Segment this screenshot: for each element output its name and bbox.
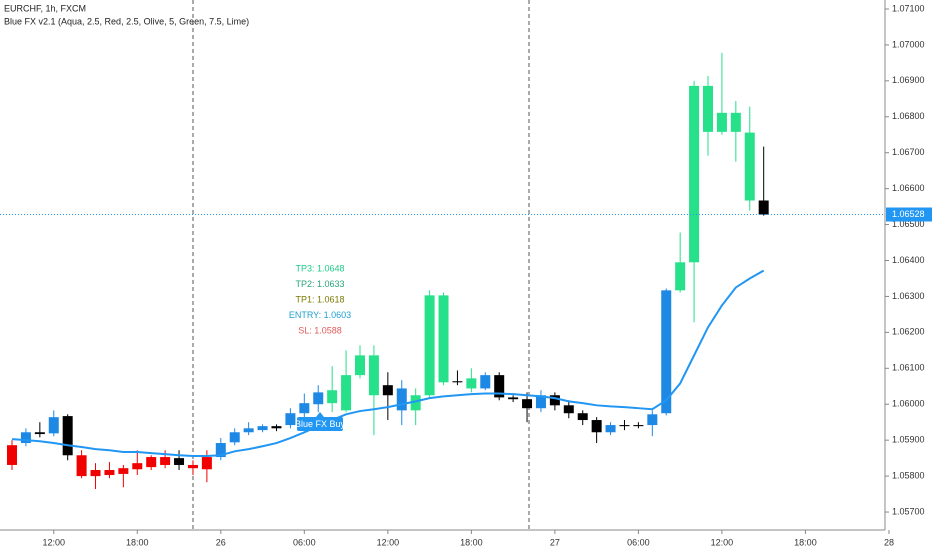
candle-body: [271, 426, 282, 429]
indicator-line: [11, 269, 765, 457]
candle-body: [605, 425, 616, 433]
buy-label-pointer: [316, 412, 324, 417]
candle-body: [689, 85, 700, 263]
x-tick-label: 12:00: [711, 537, 734, 547]
candle-body: [341, 375, 352, 411]
candle-body: [160, 457, 171, 465]
candle-body: [535, 395, 546, 409]
candle-body: [730, 112, 741, 132]
candle-body: [76, 455, 87, 477]
buy-label: Blue FX Buy: [295, 419, 346, 429]
candle-body: [633, 425, 644, 427]
x-tick-label: 06:00: [627, 537, 650, 547]
candle-body: [410, 395, 421, 411]
candle-body: [355, 355, 365, 376]
x-tick-label: 27: [550, 537, 560, 547]
indicator-label: Blue FX v2.1 (Aqua, 2.5, Red, 2.5, Olive…: [4, 16, 249, 26]
y-tick-label: 1.06500: [892, 219, 925, 229]
candle-body: [243, 428, 254, 433]
x-tick-label: 28: [884, 537, 894, 547]
candle-body: [7, 445, 17, 465]
candle-body: [619, 425, 630, 427]
candle-body: [522, 399, 533, 409]
y-tick-label: 1.06700: [892, 147, 925, 157]
x-tick-label: 12:00: [377, 537, 400, 547]
candle-body: [549, 395, 560, 406]
candle-body: [438, 295, 449, 383]
candle-body: [577, 413, 588, 421]
candle-body: [327, 390, 338, 404]
candle-body: [313, 392, 324, 405]
candle-body: [508, 397, 519, 400]
candle-body: [104, 469, 115, 476]
x-tick-label: 06:00: [293, 537, 316, 547]
candle-body: [90, 469, 101, 477]
candle-body: [758, 200, 769, 215]
candle-body: [20, 432, 31, 444]
x-tick-label: 18:00: [126, 537, 149, 547]
candle-body: [703, 85, 713, 132]
candle-body: [299, 403, 310, 414]
candle-body: [174, 458, 185, 465]
y-tick-label: 1.05900: [892, 435, 925, 445]
y-tick-label: 1.07000: [892, 39, 925, 49]
chart-title: EURCHF, 1h, FXCM: [4, 3, 86, 13]
last-price-box: [886, 207, 932, 222]
last-price-label: 1.06528: [892, 209, 925, 219]
y-tick-label: 1.06800: [892, 111, 925, 121]
candle-body: [382, 385, 393, 396]
y-tick-label: 1.06000: [892, 399, 925, 409]
candle-body: [201, 457, 212, 470]
x-tick-label: 18:00: [794, 537, 817, 547]
candle-body: [452, 381, 463, 383]
candle-body: [215, 443, 226, 458]
y-tick-label: 1.06600: [892, 183, 925, 193]
signal-label: TP3: 1.0648: [295, 263, 344, 273]
y-tick-label: 1.06300: [892, 291, 925, 301]
buy-label-box: [297, 417, 343, 431]
y-tick-label: 1.05700: [892, 506, 925, 516]
candle-body: [647, 414, 658, 426]
candle-body: [396, 388, 407, 411]
x-tick-label: 18:00: [460, 537, 483, 547]
candle-body: [132, 463, 143, 470]
y-tick-label: 1.06400: [892, 255, 925, 265]
candle-body: [146, 457, 157, 468]
y-tick-label: 1.05800: [892, 470, 925, 480]
candle-body: [744, 132, 755, 201]
y-tick-label: 1.06100: [892, 363, 925, 373]
candle-body: [424, 295, 435, 396]
x-tick-label: 26: [216, 537, 226, 547]
signal-label: TP1: 1.0618: [295, 294, 344, 304]
signal-label: SL: 1.0588: [298, 325, 342, 335]
candle-body: [480, 375, 491, 389]
x-tick-label: 12:00: [42, 537, 65, 547]
signal-label: ENTRY: 1.0603: [289, 310, 351, 320]
candle-body: [661, 290, 672, 414]
candle-body: [48, 417, 59, 434]
candle-body: [229, 432, 240, 443]
candle-body: [563, 405, 574, 414]
candle-body: [62, 416, 73, 456]
candle-body: [34, 432, 45, 435]
candle-body: [466, 378, 477, 389]
candle-body: [118, 468, 129, 474]
candle-body: [494, 375, 505, 398]
y-tick-label: 1.06200: [892, 327, 925, 337]
candle-body: [187, 464, 198, 469]
candle-body: [285, 413, 296, 426]
candle-body: [675, 262, 686, 291]
y-tick-label: 1.06900: [892, 75, 925, 85]
candle-body: [591, 420, 602, 433]
candle-body: [716, 112, 727, 132]
y-tick-label: 1.07100: [892, 3, 925, 13]
signal-label: TP2: 1.0633: [295, 279, 344, 289]
candle-body: [368, 355, 379, 396]
candle-body: [257, 426, 268, 431]
